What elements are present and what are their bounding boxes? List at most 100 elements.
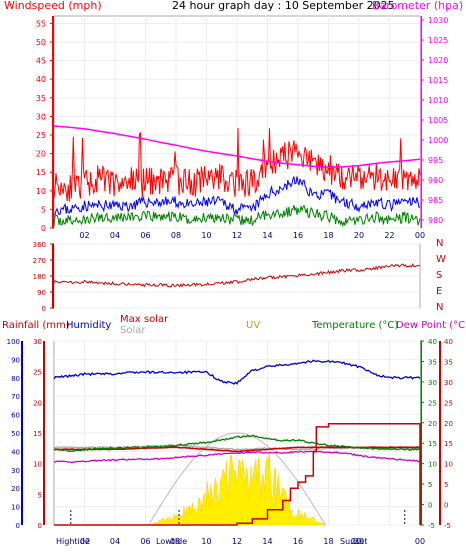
lowtide-time-label: 08	[170, 537, 180, 546]
main-x-tick-label: 16	[293, 537, 303, 546]
humidity-tick-label: 30	[11, 467, 20, 475]
max-solar-curve	[148, 432, 326, 526]
dewpoint-tick-label: -5	[444, 522, 451, 530]
main-x-tick-label: 18	[323, 537, 333, 546]
average-wind-series-line	[53, 204, 421, 228]
humidity-tick-label: 0	[16, 522, 20, 530]
compass-label: W	[436, 254, 446, 265]
wind-tick-label: 0	[41, 224, 46, 233]
barometer-tick-label: 1025	[428, 36, 448, 45]
dewpoint-tick-label: 30	[444, 379, 453, 387]
wind-x-tick-label: 12	[232, 231, 242, 240]
dewpoint-tick-label: 25	[444, 399, 453, 407]
legend-temperature: Temperature (°C)	[311, 320, 398, 331]
rain-tick-label: 25	[33, 369, 42, 377]
barometer-tick-label: 1030	[428, 16, 448, 25]
legend-solar: Solar	[120, 325, 146, 336]
compass-label: S	[436, 270, 442, 281]
wind-x-tick-label: 00	[415, 231, 425, 240]
barometer-tick-label: 995	[428, 156, 443, 165]
main-x-tick-label: 12	[232, 537, 242, 546]
barometer-axis-title: Barometer (hpa)	[372, 0, 463, 12]
humidity-tick-label: 20	[11, 485, 20, 493]
windspeed-axis-title: Windspeed (mph)	[4, 0, 102, 12]
rain-tick-label: 0	[38, 522, 42, 530]
humidity-tick-label: 50	[11, 430, 20, 438]
barometer-series-line	[53, 125, 421, 168]
sunset-time-label: 20	[351, 537, 361, 546]
wind-x-tick-label: 14	[262, 231, 272, 240]
barometer-tick-label: 1000	[428, 136, 448, 145]
legend-humidity: Humidity	[66, 320, 111, 331]
temp-tick-label: 15	[428, 440, 437, 448]
compass-label: N	[436, 238, 443, 249]
barometer-tick-label: 1020	[428, 56, 448, 65]
humidity-tick-label: 90	[11, 356, 20, 364]
hightide-time-label: 02	[80, 537, 90, 546]
compass-label: N	[436, 302, 443, 313]
winddir-tick-label: 360	[33, 241, 46, 249]
winddir-series-line	[53, 263, 421, 288]
main-x-tick-label: 10	[201, 537, 211, 546]
temp-tick-label: 40	[428, 338, 437, 346]
dewpoint-tick-label: 5	[444, 481, 448, 489]
wind-tick-label: 5	[41, 205, 46, 214]
wind-tick-label: 50	[36, 38, 46, 47]
barometer-tick-label: 985	[428, 196, 443, 205]
humidity-tick-label: 100	[7, 338, 20, 346]
wind-tick-label: 35	[36, 94, 46, 103]
wind-x-tick-label: 02	[79, 231, 89, 240]
barometer-tick-label: 1010	[428, 96, 448, 105]
dewpoint-series-line	[53, 450, 421, 464]
humidity-tick-label: 80	[11, 375, 20, 383]
temp-tick-label: 35	[428, 358, 437, 366]
humidity-tick-label: 60	[11, 412, 20, 420]
winddir-tick-label: 0	[42, 305, 46, 313]
winddir-tick-label: 270	[33, 257, 46, 265]
wind-x-tick-label: 20	[354, 231, 364, 240]
rain-tick-label: 5	[38, 491, 42, 499]
wind-x-tick-label: 18	[323, 231, 333, 240]
hightide-label: Hightide	[56, 537, 90, 546]
dewpoint-tick-label: 35	[444, 358, 453, 366]
humidity-tick-label: 70	[11, 393, 20, 401]
main-x-tick-label: 00	[415, 537, 425, 546]
barometer-tick-label: 990	[428, 176, 443, 185]
windspeed-series-line	[53, 127, 421, 202]
temp-tick-label: 5	[428, 481, 432, 489]
dewpoint-tick-label: 40	[444, 338, 453, 346]
wind-x-tick-label: 16	[293, 231, 303, 240]
legend-max-solar: Max solar	[120, 314, 169, 325]
wind-x-tick-label: 10	[201, 231, 211, 240]
wind-tick-label: 10	[36, 187, 46, 196]
temp-tick-label: 0	[428, 502, 432, 510]
dewpoint-tick-label: 0	[444, 502, 448, 510]
barometer-tick-label: 1015	[428, 76, 448, 85]
wind-tick-label: 55	[36, 19, 46, 28]
solar-radiation-area	[148, 451, 327, 526]
wind-tick-label: 25	[36, 131, 46, 140]
main-x-tick-label: 20	[354, 537, 364, 546]
barometer-tick-label: 980	[428, 216, 443, 225]
temp-tick-label: 20	[428, 420, 437, 428]
humidity-series-line	[53, 359, 421, 385]
chart-title: 24 hour graph day : 10 September 2025	[172, 0, 395, 12]
rainfall-series-line	[54, 423, 421, 526]
temp-tick-label: -5	[428, 522, 435, 530]
sunset-label: Sunset	[340, 537, 367, 546]
wind-tick-label: 40	[36, 75, 46, 84]
main-x-tick-label: 06	[140, 537, 150, 546]
humidity-tick-label: 40	[11, 448, 20, 456]
winddir-tick-label: 180	[33, 273, 46, 281]
wind-tick-label: 20	[36, 150, 46, 159]
rain-tick-label: 15	[33, 430, 42, 438]
wind-tick-label: 45	[36, 57, 46, 66]
rain-tick-label: 20	[33, 399, 42, 407]
wind-x-tick-label: 06	[140, 231, 150, 240]
wind-x-tick-label: 04	[110, 231, 120, 240]
wind-x-tick-label: 22	[384, 231, 394, 240]
legend-rainfall: Rainfall (mm)	[2, 320, 70, 331]
wind-tick-label: 30	[36, 112, 46, 121]
temperature-series-line	[53, 434, 421, 452]
